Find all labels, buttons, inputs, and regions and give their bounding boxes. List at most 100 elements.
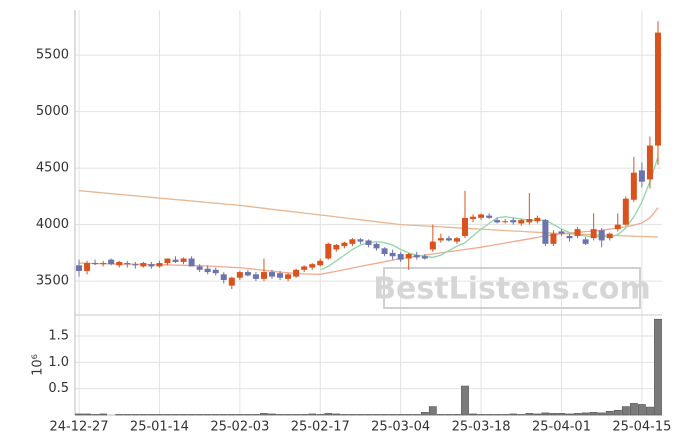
candle-body	[622, 198, 629, 225]
candle-body	[542, 220, 549, 244]
volume-bar	[219, 414, 228, 416]
candle-body	[453, 238, 460, 242]
candle-body	[260, 272, 267, 279]
volume-bar	[477, 414, 485, 416]
volume-bar	[469, 413, 477, 416]
volume-bar	[637, 404, 646, 416]
volume-bar	[203, 414, 212, 416]
volume-bar	[99, 413, 108, 416]
volume-bar	[211, 414, 220, 416]
volume-bar	[171, 414, 180, 416]
candle-body	[156, 263, 163, 267]
candle-body	[140, 263, 147, 267]
candle-body	[277, 273, 284, 278]
volume-bar	[654, 318, 662, 416]
volume-bar	[453, 414, 461, 416]
candle-body	[285, 274, 292, 279]
candle-body	[293, 269, 300, 277]
y-tick-label: 5500	[36, 48, 69, 63]
volume-bar	[380, 414, 389, 416]
candle-body	[470, 216, 477, 219]
candle-body	[180, 258, 187, 262]
candle-body	[590, 229, 597, 239]
volume-bar	[549, 413, 558, 416]
candle-body	[614, 224, 621, 230]
volume-bar	[340, 414, 349, 416]
candle-body	[502, 221, 509, 223]
y-tick-label: 4500	[36, 161, 69, 176]
candle-body	[445, 238, 452, 241]
y-axis-label: 10⁶	[31, 354, 46, 376]
y-tick-label: 5000	[36, 104, 69, 119]
volume-bar	[123, 414, 132, 416]
candle-body	[341, 242, 348, 247]
candle-body	[76, 265, 83, 271]
candle-body	[478, 214, 485, 218]
watermark-box	[383, 267, 641, 309]
x-tick-label: 25-02-17	[291, 420, 350, 435]
candle-body	[309, 264, 316, 268]
volume-bar	[597, 412, 606, 416]
candle-body	[132, 264, 139, 266]
volume-bar	[163, 414, 172, 416]
volume-bar	[493, 414, 502, 416]
y-tick-label: 3500	[36, 274, 69, 289]
volume-bar	[436, 414, 445, 416]
candle-body	[84, 263, 91, 271]
volume-bar	[573, 413, 582, 416]
volume-bar	[179, 414, 188, 416]
candle-body	[228, 277, 235, 286]
volume-bar	[332, 413, 341, 416]
candle-body	[421, 256, 428, 259]
candle-body	[558, 231, 565, 234]
candle-body	[598, 230, 605, 241]
volume-bar	[364, 414, 373, 416]
candle-body	[124, 263, 131, 265]
candle-body	[566, 235, 573, 239]
volume-bar	[485, 414, 494, 416]
y-tick-label: 1.0	[48, 355, 69, 370]
volume-bar	[348, 414, 357, 416]
candle-body	[196, 266, 203, 270]
volume-bar	[83, 413, 91, 416]
candle-body	[325, 243, 332, 259]
x-tick-label: 25-03-18	[452, 420, 511, 435]
candle-body	[397, 254, 404, 260]
candle-body	[172, 259, 179, 262]
volume-bar	[115, 414, 124, 416]
x-tick-label: 25-01-14	[130, 420, 189, 435]
volume-bar	[372, 414, 381, 416]
candle-body	[188, 258, 195, 267]
volume-bar	[252, 414, 260, 416]
volume-bar	[276, 414, 284, 416]
volume-bar	[509, 413, 518, 416]
candle-body	[630, 172, 637, 200]
candle-body	[534, 217, 541, 222]
volume-bar	[91, 414, 100, 416]
volume-bar	[525, 413, 534, 416]
watermark: BestListens.com	[373, 272, 651, 307]
volume-bar	[131, 414, 140, 416]
volume-bar	[613, 409, 622, 416]
y-tick-label: 0.5	[48, 381, 69, 396]
volume-bar	[581, 412, 590, 416]
candle-body	[301, 266, 308, 270]
volume-bar	[629, 403, 638, 416]
volume-bar	[557, 413, 566, 416]
x-tick-label: 25-03-04	[371, 420, 430, 435]
volume-bar	[227, 414, 236, 416]
x-tick-label: 25-04-01	[532, 420, 591, 435]
volume-bar	[621, 406, 630, 416]
volume-bar	[533, 413, 542, 416]
candle-body	[510, 220, 517, 223]
candle-body	[518, 220, 525, 224]
candle-body	[204, 268, 211, 273]
candle-body	[638, 170, 645, 182]
volume-bar	[461, 385, 469, 416]
y-tick-label: 4000	[36, 217, 69, 232]
candle-body	[429, 241, 436, 250]
candle-body	[349, 239, 356, 244]
volume-bar	[300, 414, 309, 416]
x-tick-label: 24-12-27	[50, 420, 109, 435]
